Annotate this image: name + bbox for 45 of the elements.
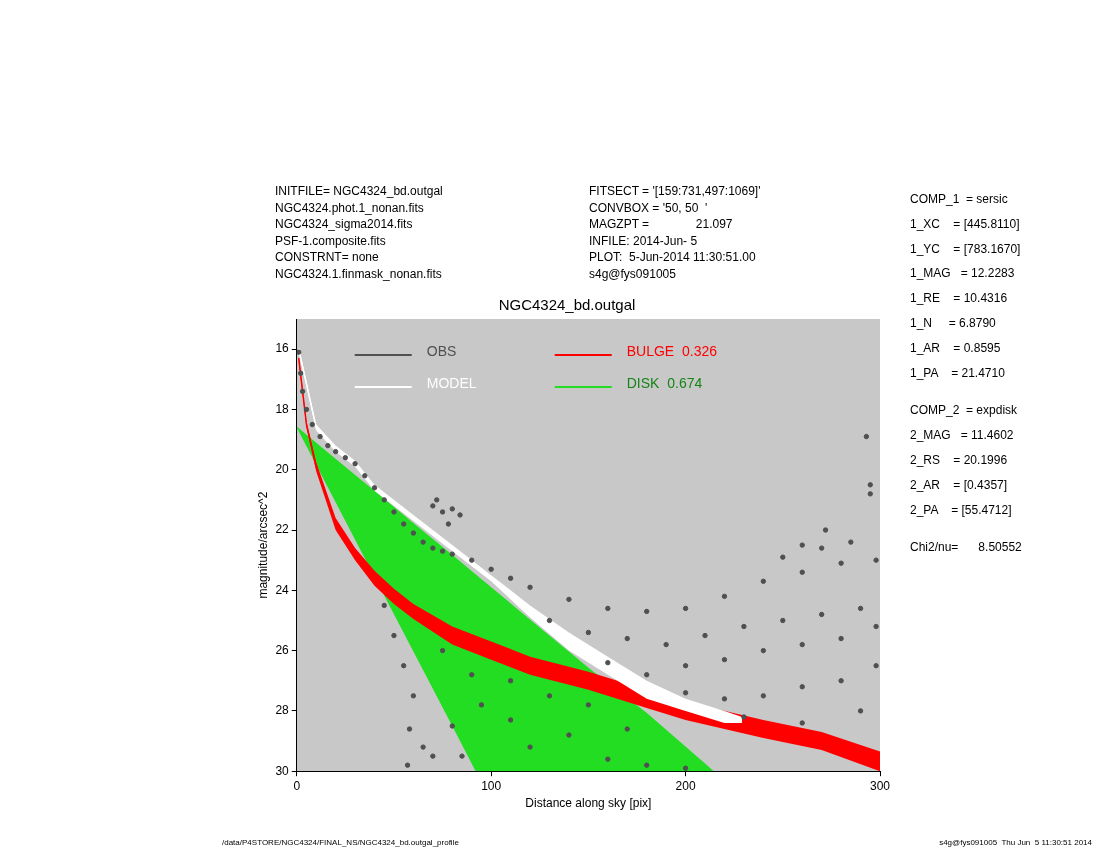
text: /data/P4STORE/NGC4324/FINAL_NS/NGC4324_bd.outgal_profile (222, 838, 459, 848)
text: PLOT: 5-Jun-2014 11:30:51.00 (589, 250, 756, 265)
text: 1_YC = [783.1670] (910, 241, 1021, 257)
y-tick-label: 18 (275, 401, 290, 416)
x-tick-label: 0 (293, 778, 301, 793)
text: COMP_1 = sersic (910, 192, 1008, 207)
text: 1_N = 6.8790 (910, 316, 996, 331)
x-tick-label: 200 (675, 778, 696, 793)
text: INITFILE= NGC4324_bd.outgal (275, 184, 443, 199)
text: MAGZPT = 21.097 (589, 217, 733, 232)
text: CONSTRNT= none (275, 250, 379, 265)
chart-title: NGC4324_bd.outgal (498, 296, 636, 314)
legend-label: BULGE 0.326 (626, 342, 718, 359)
text: s4g@fys091005 Thu Jun 5 11:30:51 2014 (939, 838, 1092, 848)
text: 2_PA = [55.4712] (910, 502, 1012, 518)
text: 1_PA = 21.4710 (910, 365, 1005, 381)
text: NGC4324_sigma2014.fits (275, 217, 413, 232)
legend-label: OBS (426, 342, 457, 359)
text: 1_AR = 0.8595 (910, 340, 1001, 356)
text: INFILE: 2014-Jun- 5 (589, 233, 698, 249)
text: 2_AR = [0.4357] (910, 477, 1008, 493)
text: PSF-1.composite.fits (275, 233, 386, 249)
x-tick-label: 100 (481, 778, 502, 793)
text: COMP_2 = expdisk (910, 403, 1018, 419)
text: 1_RE = 10.4316 (910, 291, 1008, 307)
y-tick-label: 20 (275, 462, 290, 477)
text: 1_XC = [445.8110] (910, 216, 1020, 232)
text: NGC4324.phot.1_nonan.fits (275, 200, 424, 216)
y-tick-label: 28 (275, 703, 290, 718)
text: NGC4324.1.finmask_nonan.fits (275, 266, 442, 282)
text: Chi2/nu= 8.50552 (910, 540, 1022, 556)
text: FITSECT = '[159:731,497:1069]' (589, 184, 761, 199)
y-tick-label: 16 (275, 341, 290, 356)
y-tick-label: 22 (275, 522, 290, 537)
x-tick-label: 300 (869, 778, 891, 793)
text: 2_MAG = 11.4602 (910, 428, 1014, 444)
text: CONVBOX = '50, 50 ' (589, 200, 708, 216)
y-axis-title: magnitude/arcsec^2 (255, 491, 270, 599)
y-tick-label: 24 (275, 582, 290, 597)
text: 1_MAG = 12.2283 (910, 266, 1015, 282)
y-tick-label: 30 (275, 763, 290, 778)
y-tick-label: 26 (275, 642, 290, 657)
x-axis-title: Distance along sky [pix] (525, 796, 652, 811)
text: s4g@fys091005 (589, 266, 676, 282)
text: 2_RS = 20.1996 (910, 453, 1008, 468)
